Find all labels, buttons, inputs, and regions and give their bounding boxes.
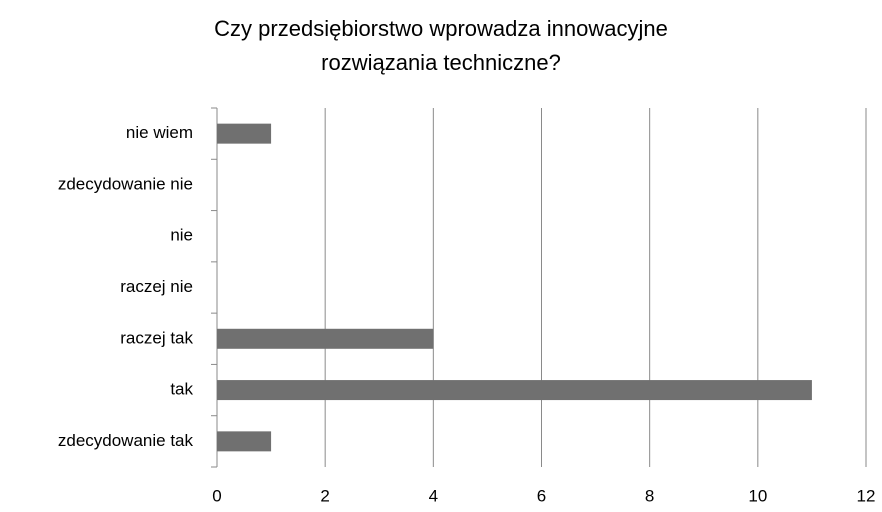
- x-tick-label: 2: [320, 486, 329, 505]
- x-tick-label: 8: [645, 486, 654, 505]
- y-tick-label: zdecydowanie tak: [58, 431, 194, 450]
- y-tick-label: nie: [170, 226, 193, 245]
- y-tick-label: nie wiem: [126, 123, 193, 142]
- y-tick-label: raczej tak: [120, 328, 193, 347]
- x-tick-label: 10: [748, 486, 767, 505]
- y-tick-label: tak: [170, 380, 193, 399]
- bar: [217, 431, 272, 452]
- y-tick-label: raczej nie: [120, 277, 193, 296]
- y-tick-label: zdecydowanie nie: [58, 174, 193, 193]
- bar: [217, 123, 272, 144]
- x-tick-label: 12: [857, 486, 876, 505]
- x-tick-label: 6: [537, 486, 546, 505]
- chart-title: Czy przedsiębiorstwo wprowadza innowacyj…: [214, 16, 668, 41]
- chart-title: rozwiązania techniczne?: [321, 50, 561, 75]
- bar: [217, 328, 434, 349]
- x-tick-label: 4: [429, 486, 438, 505]
- x-tick-label: 0: [212, 486, 221, 505]
- bar: [217, 380, 812, 401]
